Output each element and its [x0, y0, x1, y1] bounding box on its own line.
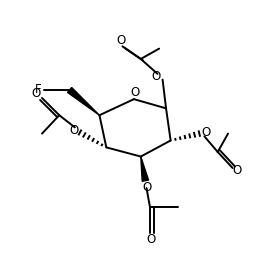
Text: O: O: [117, 34, 126, 47]
Text: O: O: [152, 70, 161, 83]
Text: O: O: [201, 126, 210, 139]
Text: O: O: [130, 86, 140, 99]
Text: O: O: [69, 124, 78, 137]
Polygon shape: [141, 157, 149, 181]
Text: O: O: [142, 181, 152, 194]
Polygon shape: [68, 87, 100, 115]
Text: O: O: [232, 164, 241, 177]
Text: F: F: [35, 83, 42, 96]
Text: O: O: [32, 87, 41, 100]
Text: O: O: [147, 233, 156, 246]
